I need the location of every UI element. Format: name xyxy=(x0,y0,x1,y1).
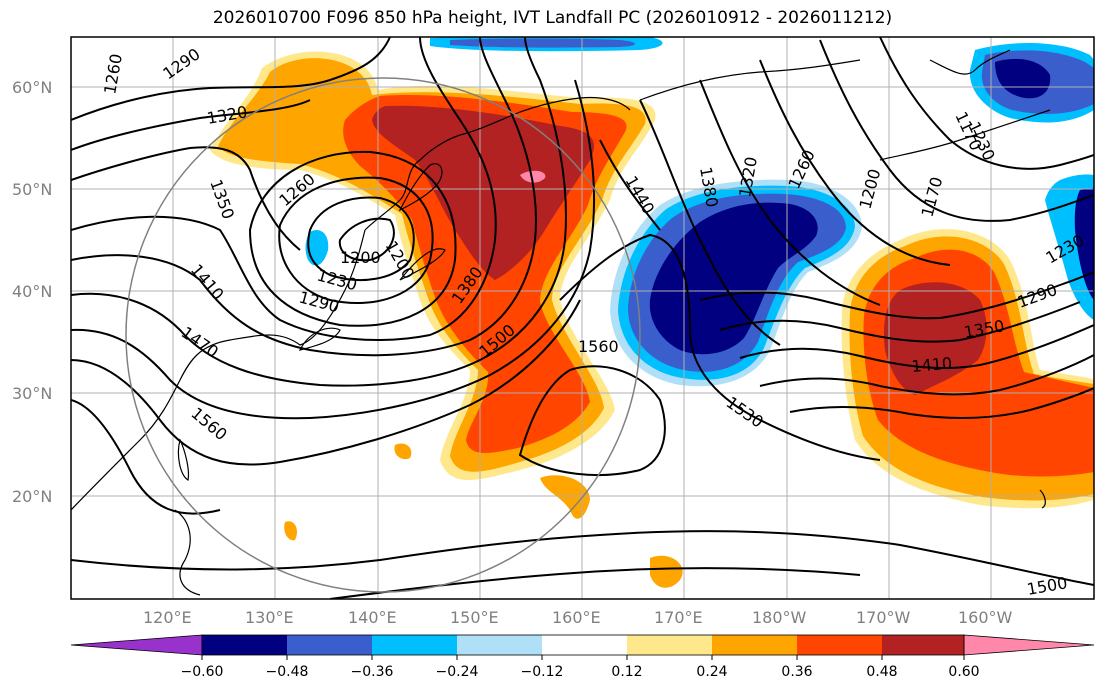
lat-label-40n: 40°N xyxy=(12,282,52,301)
colorbar-segment xyxy=(627,635,712,655)
contour-label: 1290 xyxy=(297,288,341,317)
colorbar-tick-label: 0.36 xyxy=(781,664,812,680)
contour-label: 1410 xyxy=(187,260,228,303)
colorbar-tick-label: 0.60 xyxy=(948,664,979,680)
contour-label: 1410 xyxy=(911,354,953,376)
lat-label-50n: 50°N xyxy=(12,180,52,199)
map-frame xyxy=(70,36,1095,600)
coastlines xyxy=(71,49,1051,596)
latitude-labels: 60°N 50°N 40°N 30°N 20°N xyxy=(12,78,52,506)
map-area: 1260 1290 1320 1350 1260 1200 1230 1290 … xyxy=(71,37,1094,599)
height-contours xyxy=(71,37,1094,599)
lat-label-60n: 60°N xyxy=(12,78,52,97)
contour-label: 1200 xyxy=(340,248,381,267)
lon-label-170w: 170°W xyxy=(856,608,911,627)
lon-label-170e: 170°E xyxy=(654,608,703,627)
colorbar-segment xyxy=(797,635,882,655)
colorbar-tick-label: 0.48 xyxy=(866,664,897,680)
lon-label-150e: 150°E xyxy=(450,608,499,627)
lat-label-20n: 20°N xyxy=(12,487,52,506)
contour-label: 1350 xyxy=(206,177,238,222)
graticule xyxy=(71,37,1094,599)
colorbar-segment xyxy=(202,635,287,655)
ivt-positive-shading-east xyxy=(841,229,1094,509)
colorbar: −0.60 −0.48 −0.36 −0.24 −0.12 0.12 0.24 … xyxy=(70,634,1095,680)
colorbar-frame xyxy=(201,634,965,656)
colorbar-tick-label: −0.36 xyxy=(351,664,394,680)
contour-label: 1500 xyxy=(1025,573,1068,599)
contour-label: 1230 xyxy=(315,266,359,295)
contour-label: 1560 xyxy=(578,337,619,356)
longitude-labels: 120°E 130°E 140°E 150°E 160°E 170°E 180°… xyxy=(143,608,1013,627)
lon-label-160e: 160°E xyxy=(552,608,601,627)
colorbar-segment xyxy=(712,635,797,655)
contour-label: 1290 xyxy=(1015,280,1060,312)
contour-label: 1440 xyxy=(622,173,659,218)
colorbar-segment xyxy=(287,635,372,655)
contour-label: 1290 xyxy=(159,44,203,83)
lon-label-120e: 120°E xyxy=(143,608,192,627)
ivt-negative-shading xyxy=(305,37,1094,387)
colorbar-tick-label: −0.60 xyxy=(181,664,224,680)
contour-label: 1470 xyxy=(178,323,222,362)
colorbar-tick-label: 0.24 xyxy=(696,664,727,680)
colorbar-segment xyxy=(372,635,457,655)
map-title: 2026010700 F096 850 hPa height, IVT Land… xyxy=(212,8,893,28)
radius-circle xyxy=(125,77,641,593)
colorbar-tick-label: −0.24 xyxy=(436,664,479,680)
colorbar-segment xyxy=(457,635,542,655)
lon-label-130e: 130°E xyxy=(245,608,294,627)
contour-label: 1530 xyxy=(723,393,767,432)
lat-label-30n: 30°N xyxy=(12,384,52,403)
lon-label-180w: 180°W xyxy=(752,608,807,627)
lon-label-160w: 160°W xyxy=(958,608,1013,627)
colorbar-segment xyxy=(542,635,627,655)
contour-label: 1260 xyxy=(100,52,126,95)
colorbar-extend-low xyxy=(70,634,203,656)
colorbar-extend-high xyxy=(963,634,1095,656)
lon-label-140e: 140°E xyxy=(348,608,397,627)
colorbar-tick-label: −0.12 xyxy=(521,664,564,680)
colorbar-tick-label: 0.12 xyxy=(611,664,642,680)
colorbar-segment xyxy=(882,635,964,655)
colorbar-tick-label: −0.48 xyxy=(266,664,309,680)
